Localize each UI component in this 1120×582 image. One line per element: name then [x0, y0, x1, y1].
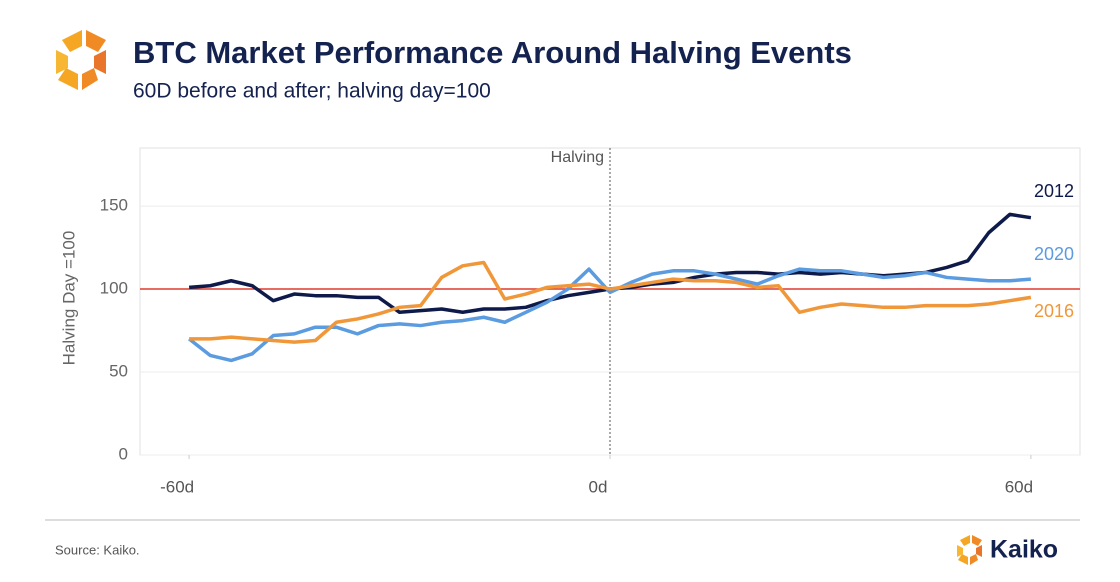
series-label: 2020	[1034, 244, 1074, 264]
x-tick-label: 0d	[589, 477, 608, 496]
series-line	[188, 267, 1032, 363]
y-tick-label: 150	[100, 196, 128, 215]
x-tick-label: 60d	[1005, 477, 1033, 496]
halving-label: Halving	[551, 149, 604, 166]
source: Source: Kaiko.	[55, 542, 140, 557]
x-tick-label: -60d	[160, 477, 194, 496]
series-label: 2016	[1034, 301, 1074, 321]
y-tick-label: 100	[100, 279, 128, 298]
subtitle: 60D before and after; halving day=100	[133, 80, 491, 103]
y-tick-label: 0	[119, 444, 128, 463]
brand-logo	[957, 535, 982, 565]
series-line	[189, 260, 1032, 344]
brand: Kaiko	[990, 536, 1058, 564]
logo	[56, 30, 106, 90]
title: BTC Market Performance Around Halving Ev…	[133, 35, 852, 70]
y-axis-label: Halving Day =100	[59, 231, 78, 366]
series-label: 2012	[1034, 181, 1074, 201]
y-tick-label: 50	[109, 362, 128, 381]
